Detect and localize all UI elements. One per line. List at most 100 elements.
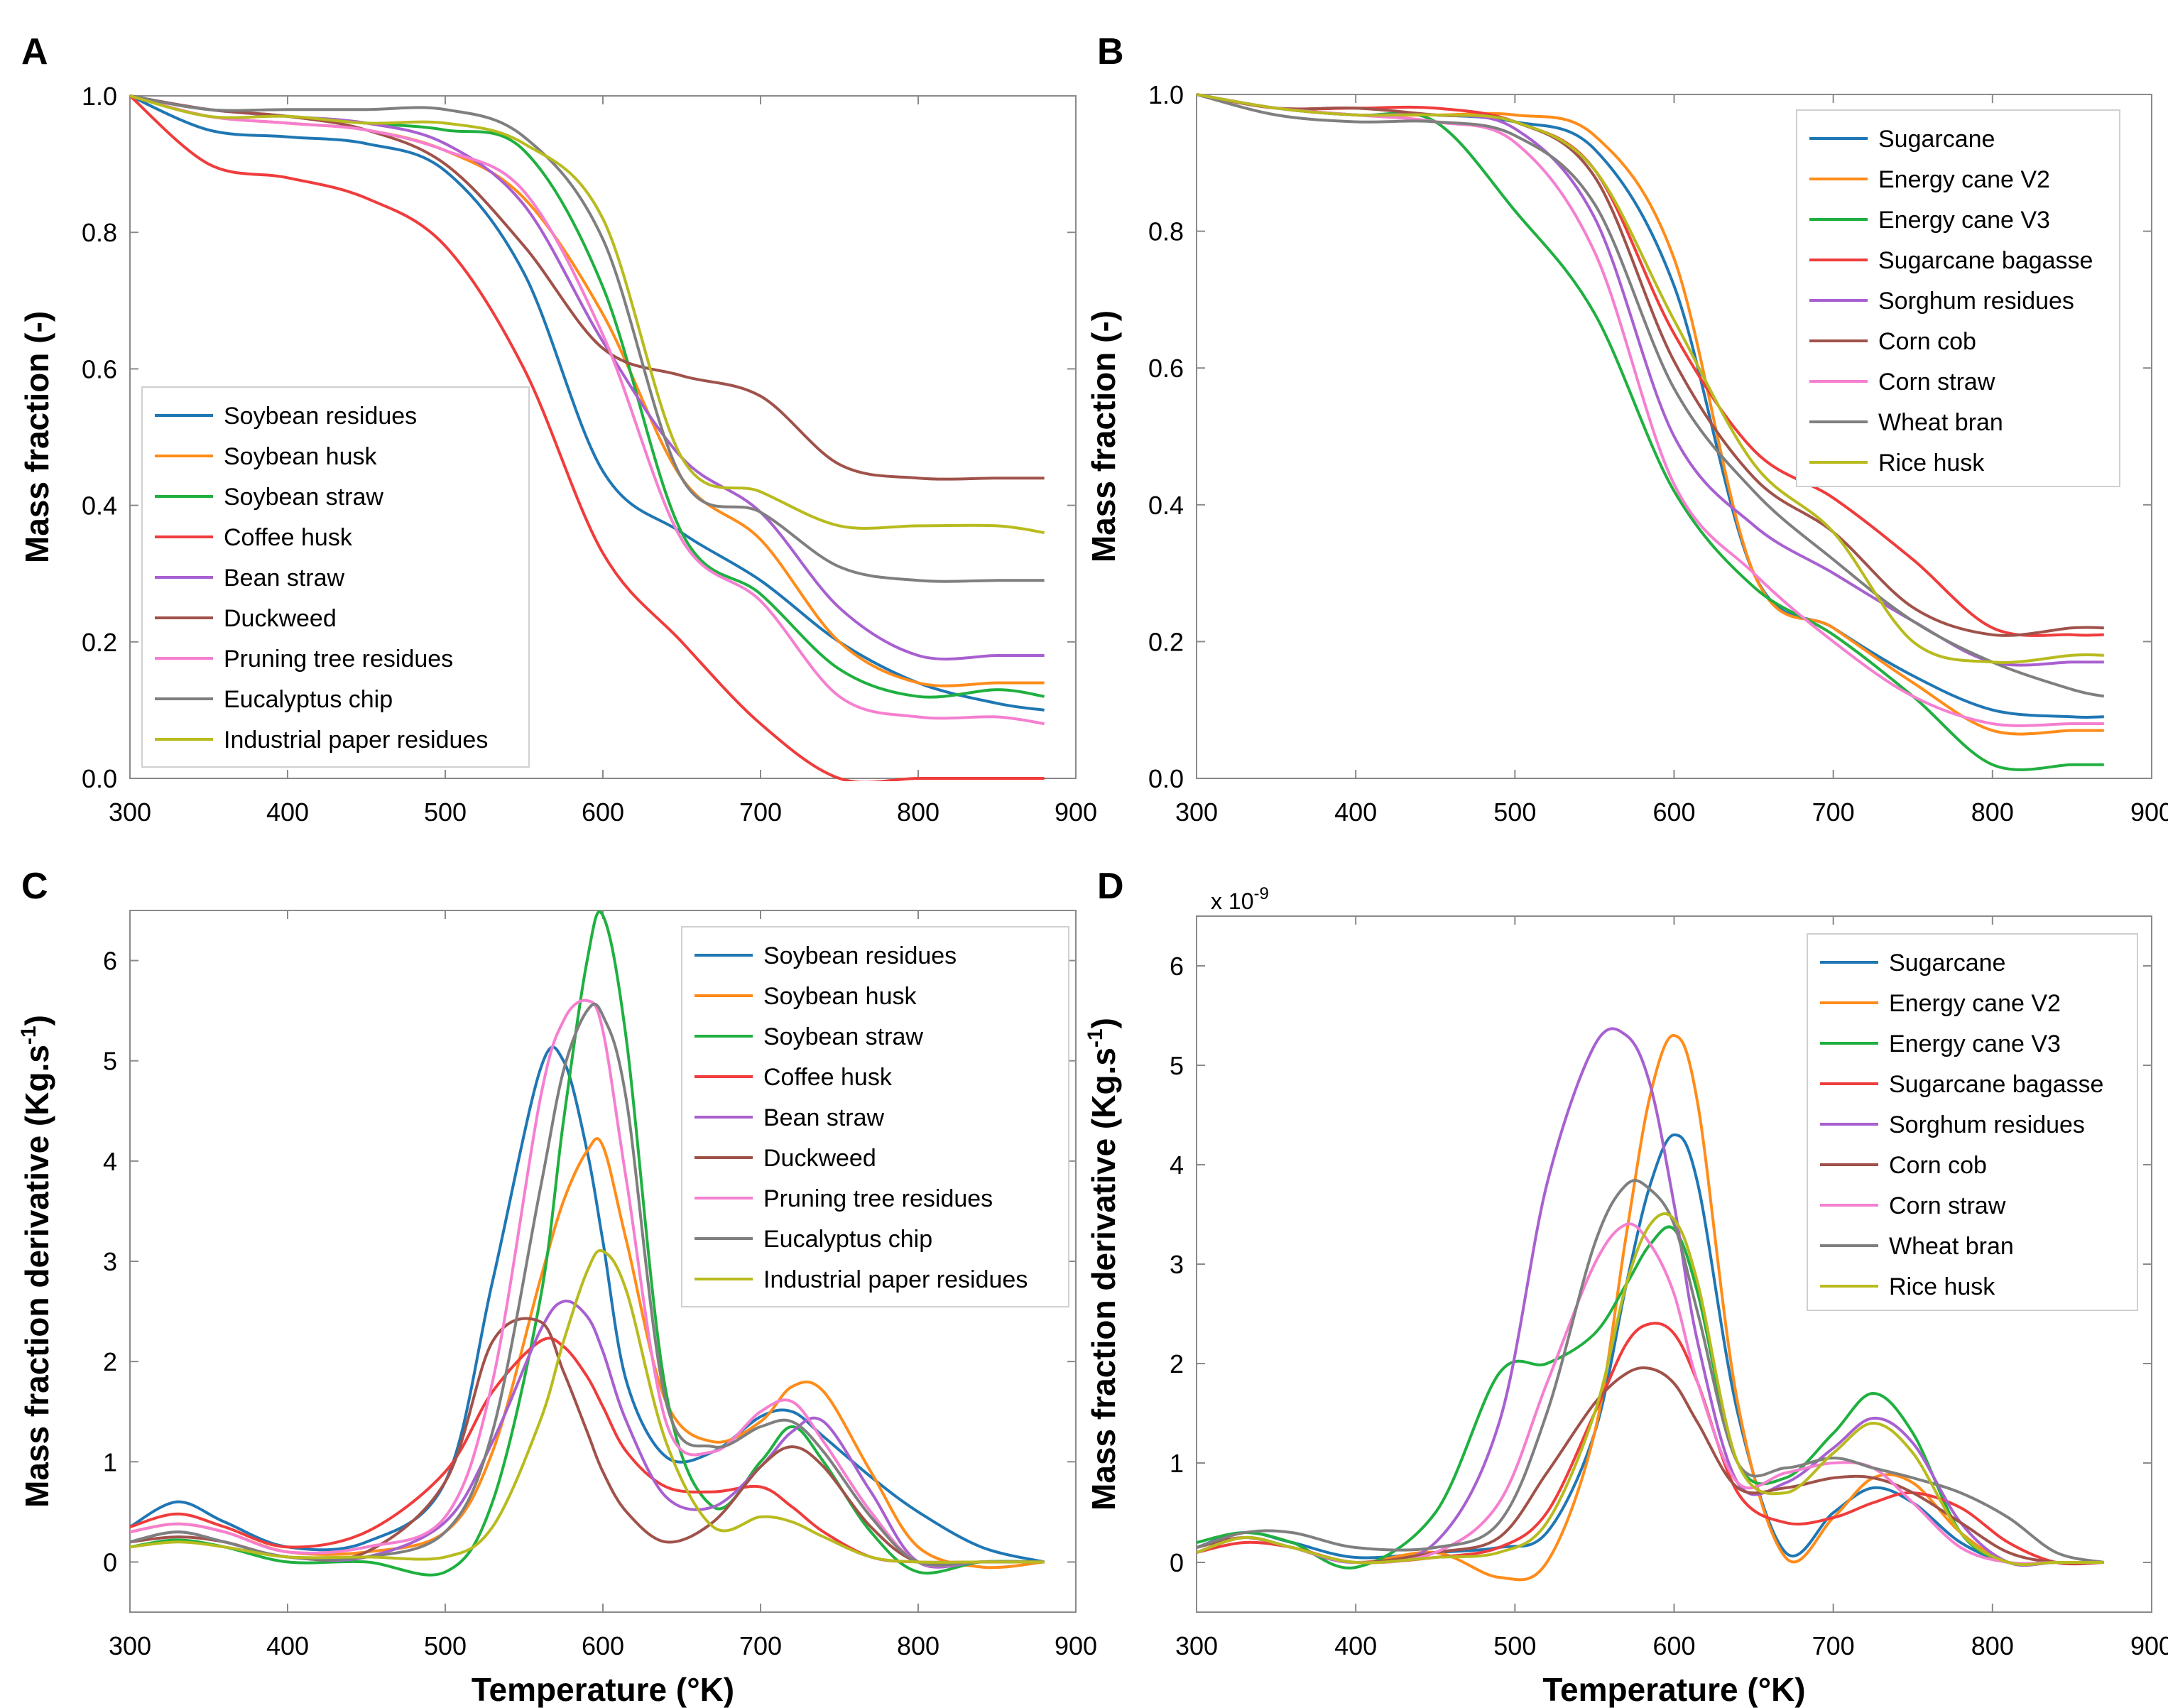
series-lines [1197,93,2105,771]
x-tick-label: 900 [2130,1631,2168,1660]
y-scale-label: x 10-9 [1211,884,1269,914]
legend: Soybean residues Soybean husk Soybean stra… [141,386,530,768]
panel-a: A 300 400 500 600 700 800 900 0.0 0.2 0.4 0.6 0.8 1.0… [18,31,1097,827]
y-tick-label: 1 [1170,1449,1184,1478]
series-line-sorghum-residues [1197,1027,2104,1567]
legend-label: Corn straw [1878,369,1995,396]
series-line-soybean-residues [130,94,1045,712]
legend-label: Soybean residues [224,403,417,430]
series-line-rice-husk [1197,1212,2104,1567]
series-line-soybean-husk [130,1137,1045,1570]
y-tick-label: 0.2 [1148,627,1184,656]
y-tick-label: 1.0 [1148,80,1184,109]
y-scale-exponent: -9 [1253,884,1268,903]
y-tick-label: 3 [1170,1250,1184,1279]
panel-c: C 300 400 500 600 700 800 900 0 1 2 3 4 5 6 Mass fracti… [17,866,1097,1708]
series-line-corn-cob [1197,1366,2104,1565]
y-tick-label: 0.4 [1148,491,1184,520]
y-tick-label: 1.0 [82,82,117,111]
legend-label: Coffee husk [763,1064,893,1091]
legend-label: Corn cob [1878,328,1976,355]
legend-label: Energy cane V2 [1889,990,2061,1017]
series-lines [130,94,1045,781]
legend-box [1807,933,2138,1311]
x-tick-label: 900 [2130,798,2168,827]
legend-label: Duckweed [224,605,337,632]
x-tick-label: 400 [1334,1631,1377,1660]
x-tick-label: 600 [582,798,624,827]
y-tick-label: 1 [103,1447,117,1476]
x-tick-label: 300 [1175,798,1218,827]
panel-label: C [21,866,48,907]
series-line-eucalyptus-chip [130,94,1045,583]
y-tick-label: 3 [103,1247,117,1276]
panel-d: D 300 400 500 600 700 800 900 0 1 2 3 4 5 6 Mass fracti… [1084,866,2168,1708]
legend-box [681,926,1069,1307]
y-tick-label: 0.0 [82,764,117,793]
legend-label: Energy cane V3 [1878,207,2050,234]
y-axis-label-superscript: -1 [1084,1028,1107,1048]
x-tick-label: 700 [739,798,782,827]
y-tick-label: 6 [1170,952,1184,981]
x-tick-label: 700 [1812,798,1855,827]
panel-label: D [1097,866,1124,907]
series-line-wheat-bran [1197,1179,2105,1564]
y-axis-label-text: Mass fraction (-) [1085,310,1122,562]
x-tick-label: 300 [109,1631,151,1660]
panel-label: B [1097,31,1124,72]
x-axis-label: Temperature (°K) [472,1671,734,1708]
y-axis-label: Mass fraction (-) [18,311,55,563]
panel-label: A [21,31,48,72]
series-lines [1197,1027,2105,1582]
legend-label: Coffee husk [224,524,353,551]
series-line-soybean-straw [130,910,1045,1577]
series-line-wheat-bran [1197,93,2105,698]
y-tick-label: 0 [103,1547,117,1577]
x-tick-label: 300 [1175,1631,1218,1660]
legend-label: Sugarcane [1889,950,2005,977]
y-scale-base: x 10 [1211,888,1253,914]
series-line-pruning-tree-residues [130,999,1045,1567]
x-tick-label: 500 [424,1631,467,1660]
legend-label: Sorghum residues [1889,1111,2085,1138]
legend-label: Sorghum residues [1878,288,2074,315]
legend-label: Corn straw [1889,1192,2006,1219]
y-axis-label-text: Mass fraction derivative (Kg.s [1085,1048,1122,1511]
legend-label: Wheat bran [1889,1233,2014,1260]
legend-box [1796,109,2120,487]
y-tick-label: 4 [1170,1151,1184,1180]
y-axis-label: Mass fraction (-) [1085,310,1122,562]
y-axis-label-text: Mass fraction (-) [18,311,55,563]
legend-label: Corn cob [1889,1152,1987,1179]
y-axis-label-text: Mass fraction derivative (Kg.s [18,1045,55,1508]
y-tick-label: 2 [1170,1349,1184,1378]
legend: Soybean residues Soybean husk Soybean stra… [681,926,1069,1307]
series-line-industrial-paper-residues [130,1249,1045,1564]
y-axis-label-end: ) [1085,1018,1122,1028]
y-tick-label: 2 [103,1347,117,1376]
x-tick-label: 800 [1971,1631,2014,1660]
y-tick-label: 0.4 [82,491,117,521]
legend-label: Industrial paper residues [224,727,488,754]
legend-label: Rice husk [1889,1273,1995,1300]
x-tick-label: 500 [424,798,467,827]
x-tick-label: 900 [1055,798,1097,827]
series-lines [130,910,1045,1577]
series-line-corn-cob [1197,93,2104,637]
y-tick-label: 0.2 [82,628,117,657]
x-tick-label: 600 [1652,798,1695,827]
legend-label: Rice husk [1878,450,1985,477]
x-tick-label: 500 [1493,798,1536,827]
legend-label: Soybean residues [763,942,957,969]
x-axis-label: Temperature (°K) [1542,1671,1805,1708]
x-tick-label: 800 [897,798,939,827]
x-tick-label: 600 [1652,1631,1695,1660]
legend-label: Sugarcane bagasse [1878,247,2093,274]
y-tick-label: 5 [103,1047,117,1076]
y-axis-label: Mass fraction derivative (Kg.s-1) [17,1015,55,1508]
legend: Sugarcane Energy cane V2 Energy cane V3 Sug… [1807,933,2138,1311]
series-line-duckweed [130,1317,1045,1567]
legend-label: Pruning tree residues [763,1185,993,1212]
x-tick-label: 400 [1334,798,1377,827]
